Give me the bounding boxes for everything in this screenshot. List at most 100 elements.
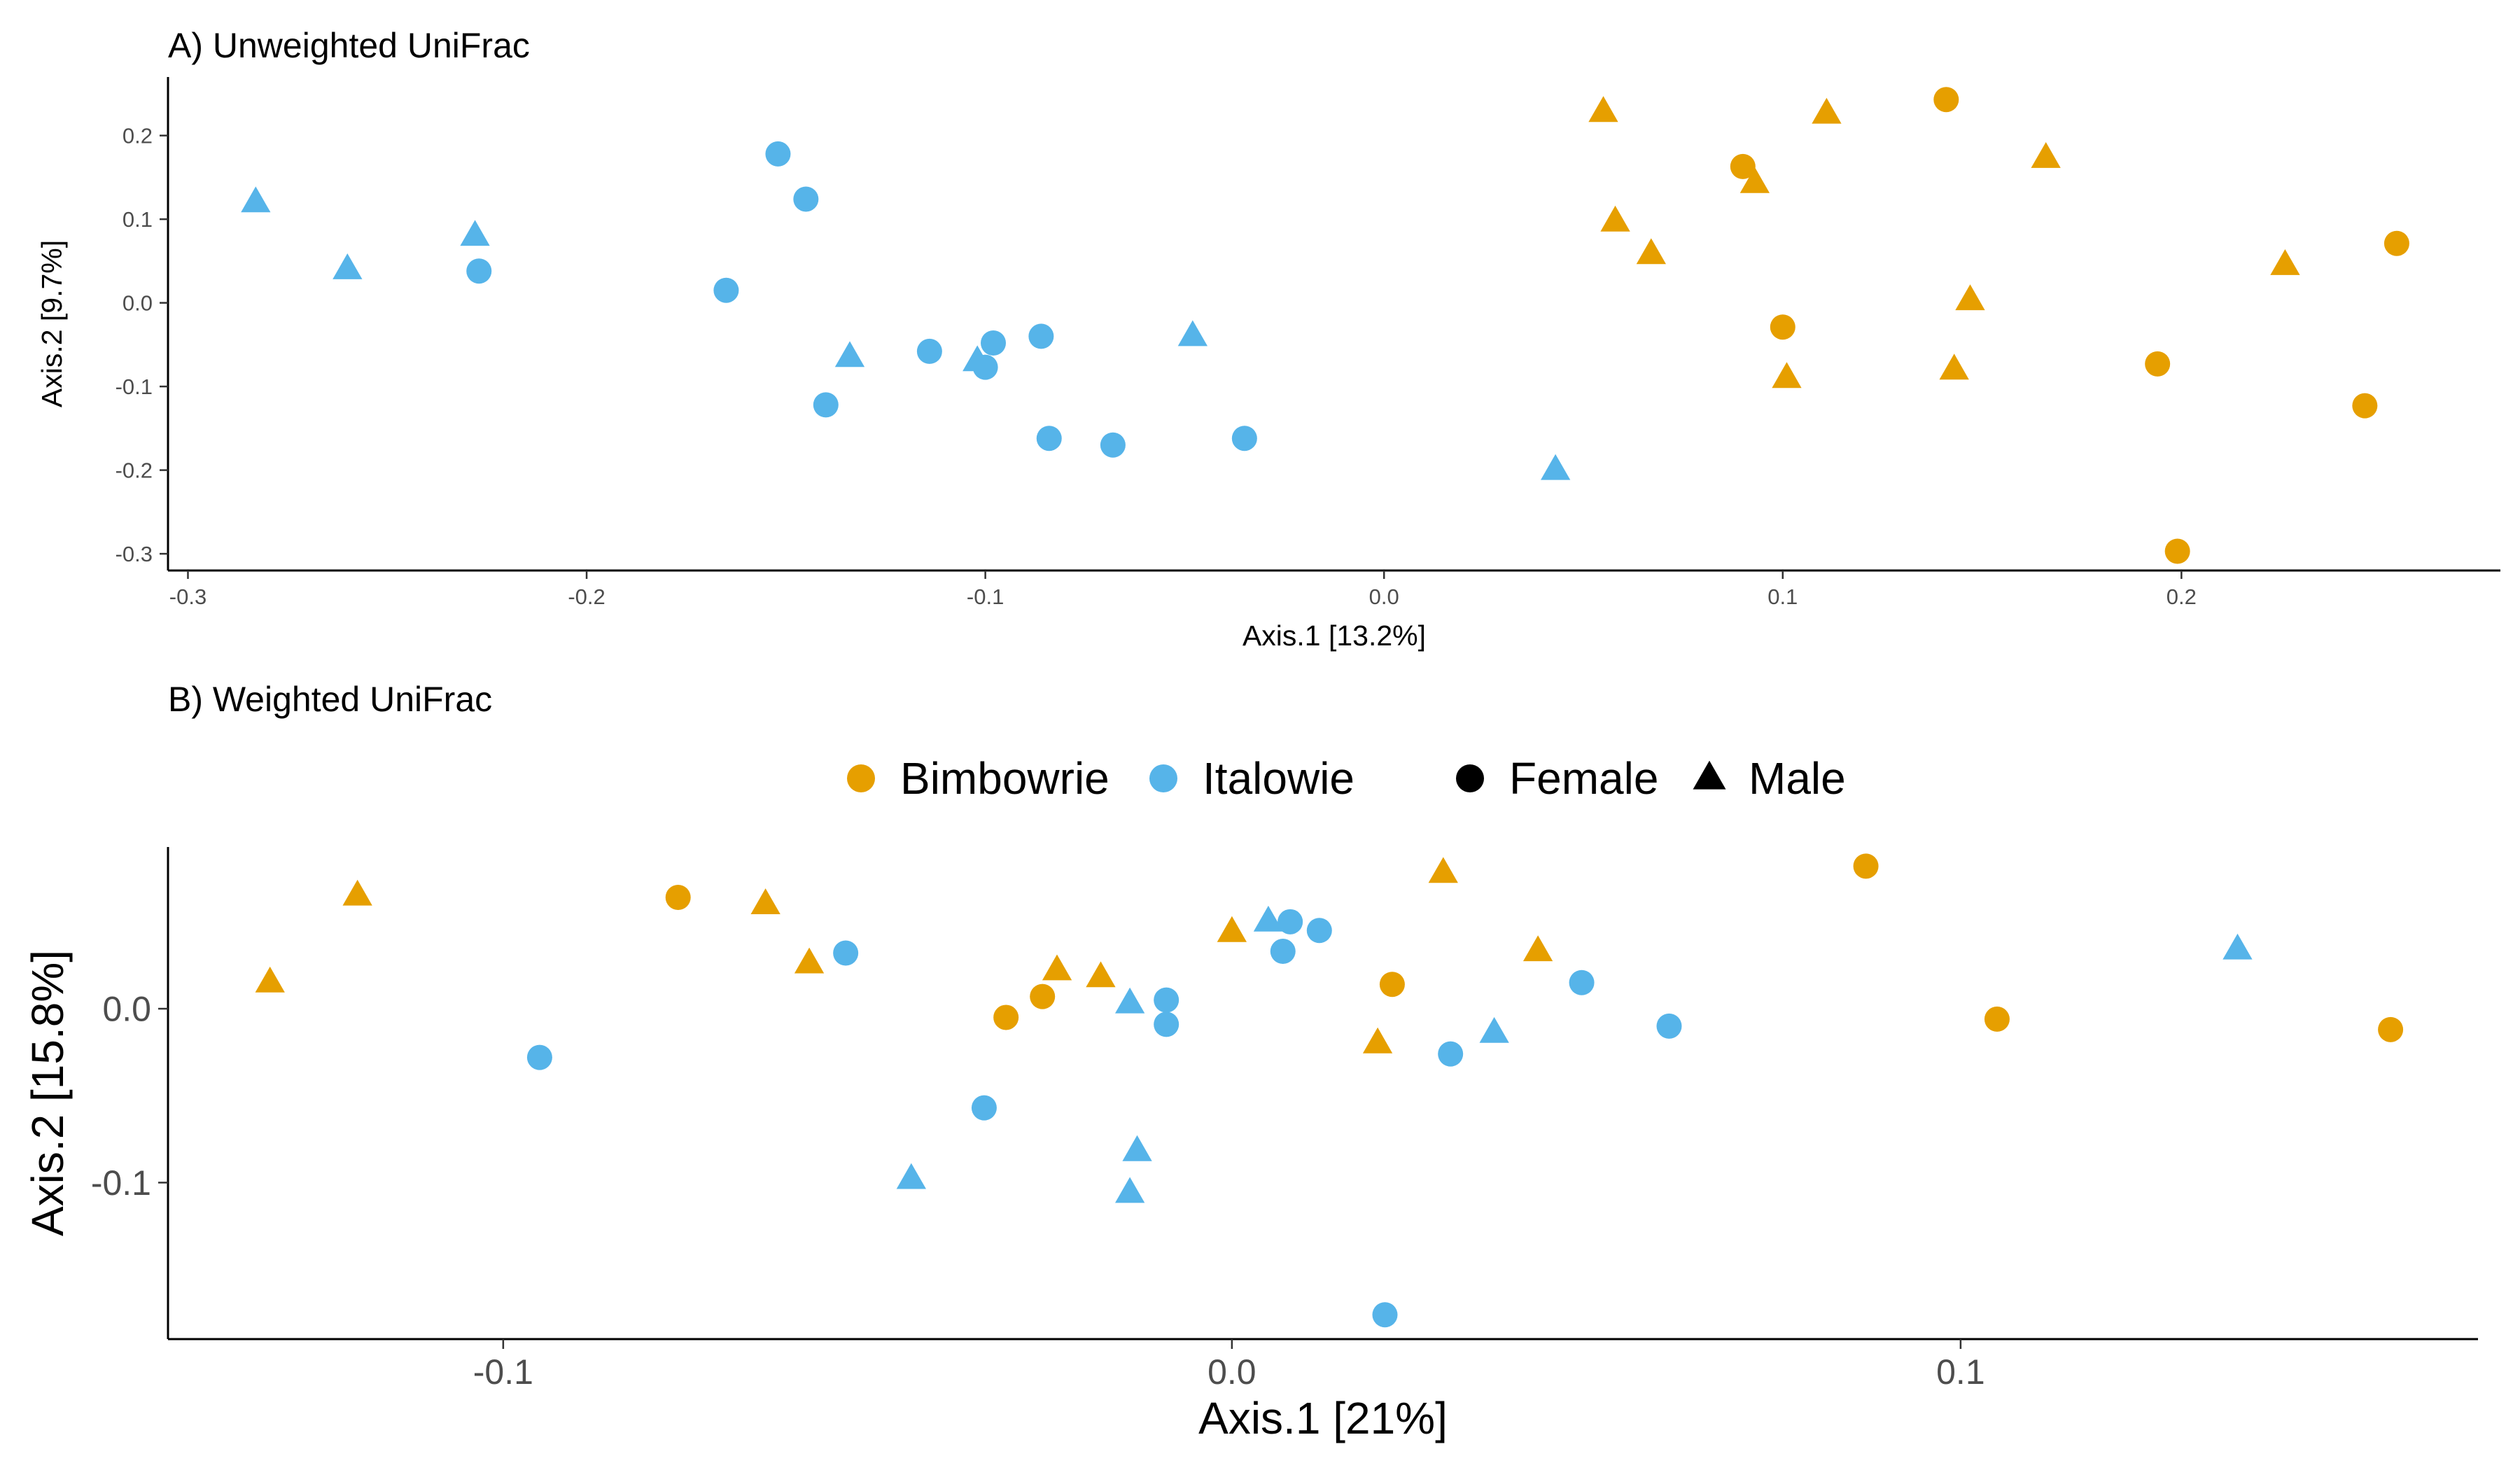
data-point [1115,1177,1145,1203]
data-point [1772,362,1802,388]
legend-item-male: Male [1693,753,1846,804]
series-italowie-triangle [896,905,2253,1203]
series-bimbowrie-circle [665,853,2404,1042]
data-point [1154,987,1180,1013]
data-point [1278,909,1303,934]
data-point [1217,916,1247,942]
data-point [2384,230,2409,256]
panel-b-weighted-unifrac: B) Weighted UniFrac-0.1 0.0 0.1-0.10.0Axis… [22,680,2478,1443]
legend-label: Italowie [1203,753,1354,804]
x-tick-label: 0.0 [1208,1352,1256,1392]
data-point [896,1163,926,1189]
data-point [1740,167,1770,193]
data-point [2031,142,2061,168]
data-point [833,940,859,966]
data-point [1636,238,1666,265]
data-point [1569,969,1595,995]
y-tick-label: 0.2 [122,123,153,148]
data-point [665,885,691,911]
data-point [1115,987,1145,1014]
x-axis-label: Axis.1 [21%] [1198,1393,1448,1443]
x-tick-label: -0.3 [169,584,206,609]
data-point [813,392,839,418]
data-point [466,258,492,284]
data-point [993,1004,1019,1030]
data-point [332,253,363,279]
data-point [1600,205,1630,232]
x-tick-label: 0.0 [1369,584,1399,609]
data-point [750,888,780,914]
data-point [1100,432,1126,458]
data-point [1853,853,1879,879]
data-point [255,966,285,993]
x-tick-label: 0.1 [1936,1352,1985,1392]
data-point [2378,1016,2404,1042]
x-axis-label: Axis.1 [13.2%] [1242,620,1426,652]
legend: Bimbowrie Italowie Female Male [847,753,1846,804]
y-tick-label: -0.1 [91,1163,151,1203]
data-point [1362,1027,1393,1054]
data-point [793,186,819,212]
data-point [1253,905,1284,932]
data-point [1479,1016,1509,1043]
data-point [526,1044,552,1070]
data-point [2145,351,2171,377]
data-point [1306,918,1332,944]
legend-item-female: Female [1456,753,1658,804]
data-point [1522,935,1553,962]
chart-title: A) Unweighted UniFrac [168,26,530,65]
data-point [1177,320,1208,346]
data-point [2352,393,2378,419]
legend-label: Male [1749,753,1846,804]
legend-circle-key [1149,764,1177,792]
data-point [1656,1013,1682,1039]
legend-label: Bimbowrie [900,753,1110,804]
data-point [1372,1302,1398,1328]
y-axis-label: Axis.2 [15.8%] [22,950,73,1236]
series-bimbowrie-triangle [255,857,1553,1054]
legend-item-bimbowrie: Bimbowrie [847,753,1110,804]
chart-title: B) Weighted UniFrac [168,680,492,719]
y-tick-label: 0.1 [122,207,153,232]
y-tick-label: 0.0 [102,990,151,1029]
x-tick-label: 0.2 [2166,584,2197,609]
data-point [794,947,825,974]
y-tick-label: -0.2 [115,458,153,482]
series-italowie-circle [466,141,1257,458]
legend-label: Female [1509,753,1658,804]
panel-a-unweighted-unifrac: A) Unweighted UniFrac -0.3 -0.2 -0.1 0.0 0.1 0… [36,26,2500,652]
series-italowie-circle [526,909,1682,1328]
data-point [1933,87,1959,113]
data-point [1379,972,1405,997]
data-point [1428,857,1458,883]
data-point [1042,954,1072,981]
legend-item-italowie: Italowie [1149,753,1354,804]
data-point [1955,284,1985,311]
data-point [916,338,942,364]
x-tick-label: -0.1 [967,584,1004,609]
data-point [971,1095,997,1121]
data-point [1939,354,1969,380]
data-point [1812,97,1842,124]
x-tick-label: 0.1 [1768,584,1798,609]
data-point [1730,153,1756,179]
data-point [1588,96,1618,122]
data-point [2164,538,2190,564]
legend-circle-key [1456,764,1484,792]
data-point [1030,983,1056,1009]
data-point [1028,323,1054,349]
data-point [2222,933,2253,960]
y-axis-label: Axis.2 [9.7%] [36,240,68,407]
data-point [1122,1135,1152,1161]
data-point [1984,1006,2010,1032]
data-point [962,345,993,372]
data-point [460,220,490,246]
x-tick-label: -0.2 [568,584,605,609]
data-point [1770,314,1795,340]
series-bimbowrie-triangle [1588,96,2300,388]
legend-triangle-key [1693,760,1726,790]
data-point [834,341,865,368]
series-bimbowrie-circle [1730,87,2409,564]
data-point [765,141,791,167]
